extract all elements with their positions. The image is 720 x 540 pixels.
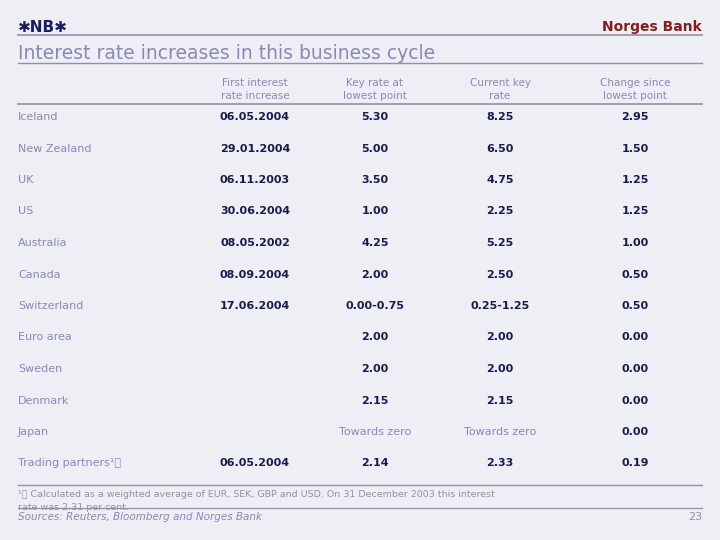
Text: 3.50: 3.50 [361, 175, 389, 185]
Text: 2.25: 2.25 [486, 206, 513, 217]
Text: Norges Bank: Norges Bank [602, 20, 702, 34]
Text: 0.50: 0.50 [621, 301, 649, 311]
Text: 2.00: 2.00 [487, 364, 513, 374]
Text: 6.50: 6.50 [486, 144, 513, 153]
Text: 1.00: 1.00 [621, 238, 649, 248]
Text: Denmark: Denmark [18, 395, 69, 406]
Text: 1.25: 1.25 [621, 175, 649, 185]
Text: 29.01.2004: 29.01.2004 [220, 144, 290, 153]
Text: 06.05.2004: 06.05.2004 [220, 112, 290, 122]
Text: 0.00: 0.00 [621, 364, 649, 374]
Text: 4.75: 4.75 [486, 175, 514, 185]
Text: Canada: Canada [18, 269, 60, 280]
Text: First interest
rate increase: First interest rate increase [221, 78, 289, 101]
Text: 06.11.2003: 06.11.2003 [220, 175, 290, 185]
Text: Sweden: Sweden [18, 364, 62, 374]
Text: ¹⧉ Calculated as a weighted average of EUR, SEK, GBP and USD. On 31 December 200: ¹⧉ Calculated as a weighted average of E… [18, 490, 495, 511]
Text: 2.33: 2.33 [487, 458, 513, 469]
Text: 0.00: 0.00 [621, 395, 649, 406]
Text: Euro area: Euro area [18, 333, 72, 342]
Text: 0.50: 0.50 [621, 269, 649, 280]
Text: 2.00: 2.00 [361, 269, 389, 280]
Text: Interest rate increases in this business cycle: Interest rate increases in this business… [18, 44, 435, 63]
Text: 5.30: 5.30 [361, 112, 389, 122]
Text: 1.25: 1.25 [621, 206, 649, 217]
Text: 0.00-0.75: 0.00-0.75 [346, 301, 405, 311]
Text: Sources: Reuters, Bloomberg and Norges Bank: Sources: Reuters, Bloomberg and Norges B… [18, 512, 262, 522]
Text: 2.14: 2.14 [361, 458, 389, 469]
Text: UK: UK [18, 175, 33, 185]
Text: ✱NB✱: ✱NB✱ [18, 20, 68, 35]
Text: 2.95: 2.95 [621, 112, 649, 122]
Text: 2.00: 2.00 [361, 333, 389, 342]
Text: 30.06.2004: 30.06.2004 [220, 206, 290, 217]
Text: Current key
rate: Current key rate [469, 78, 531, 101]
Text: Australia: Australia [18, 238, 68, 248]
Text: 2.15: 2.15 [486, 395, 513, 406]
Text: 0.00: 0.00 [621, 427, 649, 437]
Text: 08.09.2004: 08.09.2004 [220, 269, 290, 280]
Text: 0.19: 0.19 [621, 458, 649, 469]
Text: 2.00: 2.00 [487, 333, 513, 342]
Text: Trading partners¹⧉: Trading partners¹⧉ [18, 458, 121, 469]
Text: 08.05.2002: 08.05.2002 [220, 238, 290, 248]
Text: New Zealand: New Zealand [18, 144, 91, 153]
Text: 17.06.2004: 17.06.2004 [220, 301, 290, 311]
Text: 1.50: 1.50 [621, 144, 649, 153]
Text: Towards zero: Towards zero [464, 427, 536, 437]
Text: 2.15: 2.15 [361, 395, 389, 406]
Text: 1.00: 1.00 [361, 206, 389, 217]
Text: Towards zero: Towards zero [339, 427, 411, 437]
Text: 5.00: 5.00 [361, 144, 389, 153]
Text: 5.25: 5.25 [487, 238, 513, 248]
Text: 2.00: 2.00 [361, 364, 389, 374]
Text: Key rate at
lowest point: Key rate at lowest point [343, 78, 407, 101]
Text: 2.50: 2.50 [487, 269, 513, 280]
Text: 0.00: 0.00 [621, 333, 649, 342]
Text: Iceland: Iceland [18, 112, 58, 122]
Text: Change since
lowest point: Change since lowest point [600, 78, 670, 101]
Text: 06.05.2004: 06.05.2004 [220, 458, 290, 469]
Text: 8.25: 8.25 [486, 112, 513, 122]
Text: 4.25: 4.25 [361, 238, 389, 248]
Text: Switzerland: Switzerland [18, 301, 84, 311]
Text: 0.25-1.25: 0.25-1.25 [470, 301, 530, 311]
Text: 23: 23 [688, 512, 702, 522]
Text: US: US [18, 206, 33, 217]
Text: Japan: Japan [18, 427, 49, 437]
